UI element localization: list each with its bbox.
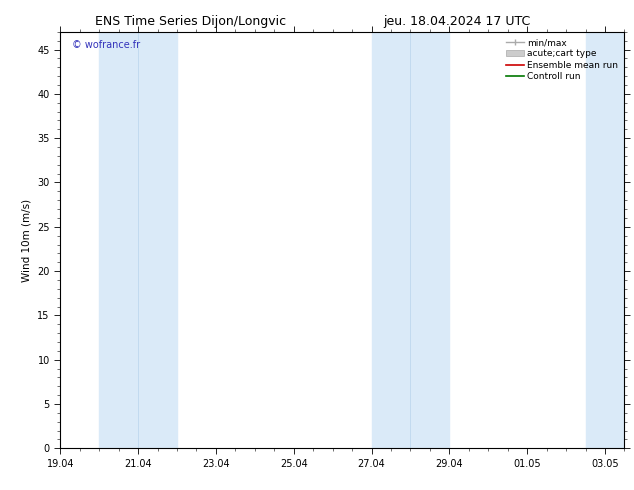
Bar	[99, 32, 177, 448]
Y-axis label: Wind 10m (m/s): Wind 10m (m/s)	[22, 198, 32, 282]
Text: jeu. 18.04.2024 17 UTC: jeu. 18.04.2024 17 UTC	[383, 15, 530, 28]
Bar	[586, 32, 624, 448]
Text: © wofrance.fr: © wofrance.fr	[72, 40, 139, 50]
Text: ENS Time Series Dijon/Longvic: ENS Time Series Dijon/Longvic	[94, 15, 286, 28]
Bar	[372, 32, 450, 448]
Legend: min/max, acute;cart type, Ensemble mean run, Controll run: min/max, acute;cart type, Ensemble mean …	[503, 36, 620, 83]
